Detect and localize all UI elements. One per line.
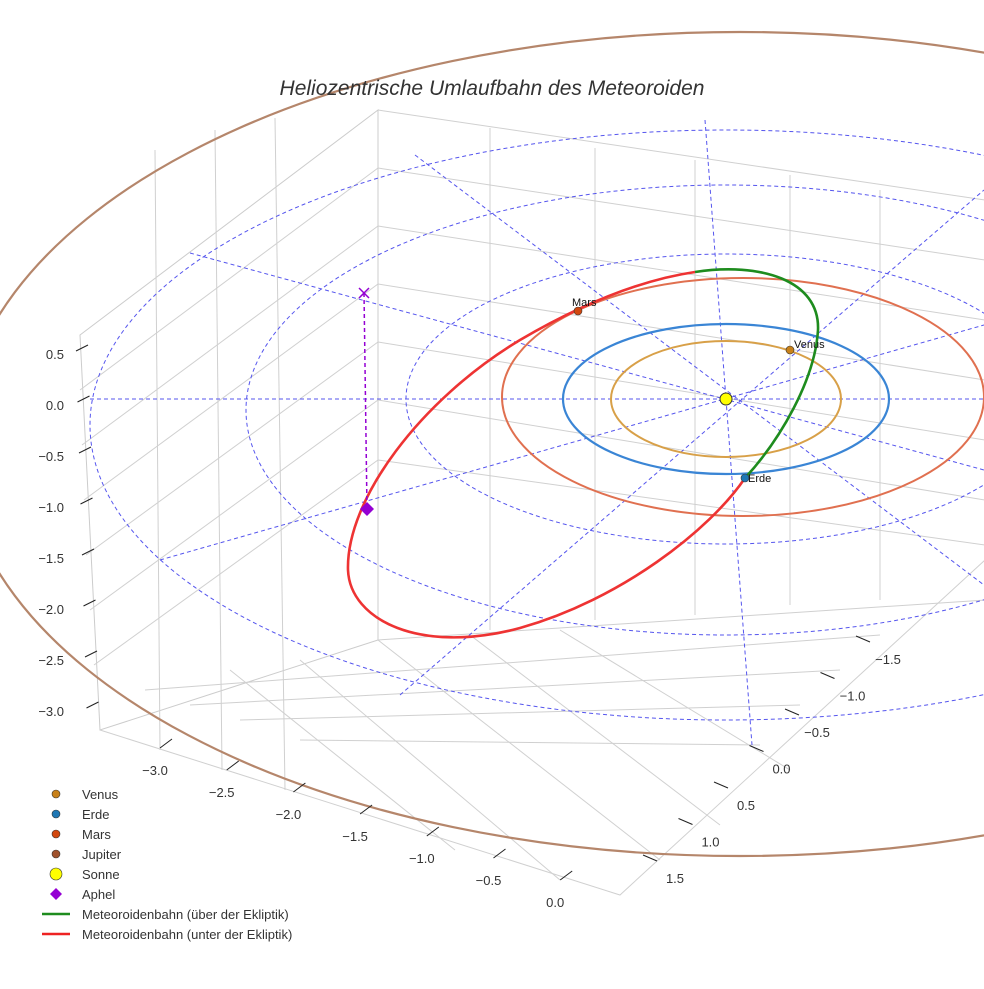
x-tick-label: −2.0 (276, 807, 302, 822)
y-tick-label: 0.0 (772, 762, 790, 777)
legend-label: Venus (82, 787, 119, 802)
z-tick-label: −2.0 (38, 602, 64, 617)
z-tick-label: 0.5 (46, 347, 64, 362)
legend-marker-mars (51, 829, 61, 839)
z-tick-label: −1.0 (38, 500, 64, 515)
y-tick-label: 0.5 (737, 798, 755, 813)
x-tick-mark (159, 738, 173, 749)
z-tick-mark (83, 599, 96, 607)
mars-label: Mars (572, 297, 597, 309)
legend-marker-aphel (50, 888, 62, 900)
venus-marker (785, 345, 795, 355)
legend-marker-erde (51, 809, 61, 819)
x-tick-label: −1.0 (409, 851, 435, 866)
x-tick-mark (559, 870, 573, 881)
venus-orbit (610, 340, 842, 458)
legend-label: Aphel (82, 887, 115, 902)
x-tick-label: −2.5 (209, 785, 235, 800)
z-tick-label: −3.0 (38, 704, 64, 719)
mars-marker (573, 306, 583, 316)
y-axis: −1.5 −1.0 −0.5 0.0 0.5 1.0 1.5 (642, 635, 901, 886)
sun-marker (719, 392, 733, 406)
legend-marker-sonne (49, 867, 63, 881)
legend-marker-jupiter (51, 849, 61, 859)
mars-orbit (501, 277, 984, 517)
legend-label: Erde (82, 807, 109, 822)
z-tick-label: −2.5 (38, 653, 64, 668)
y-tick-label: −0.5 (804, 725, 830, 740)
z-tick-mark (75, 344, 89, 352)
x-tick-mark (226, 760, 239, 771)
z-axis: 0.5 0.0 −0.5 −1.0 −1.5 −2.0 −2.5 −3.0 (38, 344, 99, 719)
legend-label: Meteoroidenbahn (unter der Ekliptik) (82, 927, 292, 942)
legend-label: Mars (82, 827, 111, 842)
earth-orbit (561, 322, 891, 476)
aphel-projection-line (363, 292, 368, 510)
z-tick-mark (81, 548, 95, 556)
y-tick-mark (713, 781, 729, 789)
y-tick-label: −1.0 (840, 689, 866, 704)
x-tick-mark (426, 826, 440, 837)
legend: Venus Erde Mars Jupiter Sonne Aphel Meteoroide… (42, 787, 292, 942)
x-tick-label: 0.0 (546, 895, 564, 910)
ecliptic-grid (89, 119, 984, 746)
z-tick-label: −0.5 (38, 449, 64, 464)
y-tick-mark (784, 708, 800, 716)
y-tick-mark (749, 745, 764, 752)
y-tick-mark (642, 854, 658, 862)
y-tick-label: −1.5 (875, 652, 901, 667)
earth-label: Erde (748, 473, 771, 485)
earth-marker (740, 473, 750, 483)
z-tick-mark (78, 446, 92, 454)
x-axis: −3.0 −2.5 −2.0 −1.5 −1.0 −0.5 0.0 (142, 738, 573, 910)
y-tick-label: 1.0 (701, 835, 719, 850)
z-tick-mark (77, 395, 90, 403)
z-tick-mark (84, 650, 98, 658)
x-tick-label: −3.0 (142, 763, 168, 778)
grid-panes (79, 108, 984, 896)
z-tick-label: 0.0 (46, 398, 64, 413)
x-tick-label: −0.5 (476, 873, 502, 888)
venus-label: Venus (794, 339, 825, 351)
y-tick-mark (855, 635, 871, 643)
z-tick-mark (86, 701, 99, 709)
meteoroid-orbit-above (694, 268, 820, 479)
chart-title: Heliozentrische Umlaufbahn des Meteoroid… (280, 77, 705, 100)
legend-label: Jupiter (82, 847, 122, 862)
legend-label: Meteoroidenbahn (über der Ekliptik) (82, 907, 289, 922)
y-tick-label: 1.5 (666, 871, 684, 886)
legend-label: Sonne (82, 867, 120, 882)
y-tick-mark (820, 672, 835, 679)
aphel-marker (360, 502, 374, 516)
legend-marker-venus (51, 789, 61, 799)
jupiter-orbit (0, 31, 984, 857)
x-tick-mark (359, 804, 373, 815)
y-tick-mark (678, 818, 693, 825)
z-tick-mark (80, 497, 93, 505)
x-tick-mark (493, 848, 506, 859)
z-tick-label: −1.5 (38, 551, 64, 566)
meteoroid-orbit-below (346, 270, 747, 639)
aphel-projection-x-icon (358, 287, 370, 299)
x-tick-label: −1.5 (342, 829, 368, 844)
x-tick-mark (293, 782, 306, 793)
